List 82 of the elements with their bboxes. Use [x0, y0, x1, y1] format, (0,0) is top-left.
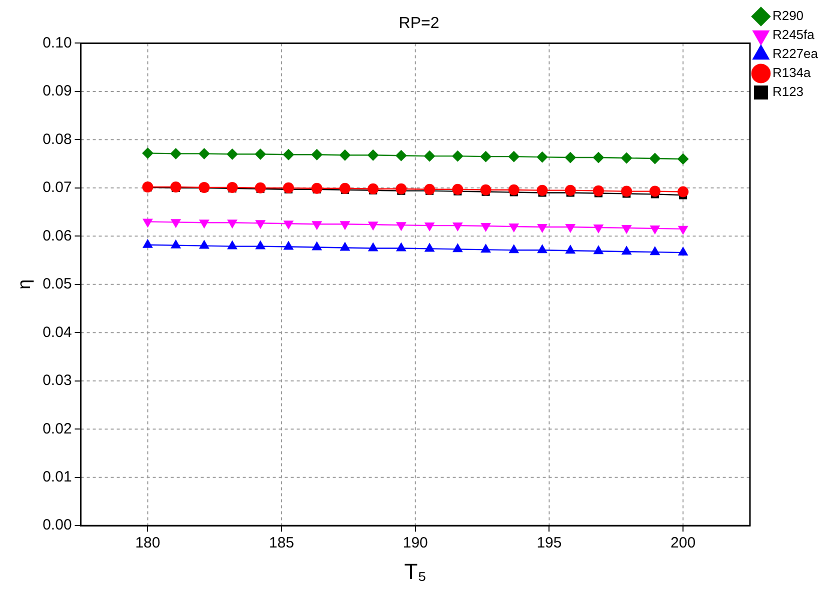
- point: [254, 148, 266, 160]
- point: [564, 152, 576, 164]
- y-tick-label: 0.07: [42, 179, 72, 196]
- point: [198, 148, 210, 160]
- y-tick-label: 0.01: [42, 468, 72, 486]
- x-tick-label: 185: [269, 534, 294, 552]
- point: [170, 181, 182, 192]
- chart-title: RP=2: [398, 15, 440, 32]
- point: [622, 246, 632, 255]
- x-tick-label: 190: [402, 534, 428, 552]
- legend-label: R290: [772, 8, 804, 24]
- point: [649, 152, 660, 164]
- point: [678, 153, 689, 164]
- point: [311, 149, 322, 160]
- legend-label: R134a: [772, 65, 812, 80]
- point: [452, 150, 464, 162]
- point: [396, 242, 406, 252]
- y-tick-label: 0.08: [42, 130, 72, 148]
- point: [368, 150, 379, 161]
- point: [368, 183, 379, 194]
- point: [424, 243, 434, 252]
- point: [566, 245, 576, 254]
- point: [592, 185, 604, 196]
- point: [508, 184, 520, 196]
- point: [226, 148, 238, 160]
- y-tick-label: 0.09: [42, 82, 72, 100]
- point: [424, 184, 436, 195]
- point: [170, 148, 182, 160]
- point: [312, 242, 322, 250]
- point: [142, 239, 153, 248]
- point: [480, 244, 491, 253]
- point: [396, 183, 407, 194]
- point: [480, 151, 492, 162]
- point: [678, 186, 689, 198]
- point: [142, 148, 154, 159]
- x-tick-label: 200: [670, 534, 696, 552]
- y-tick-label: 0.02: [42, 420, 72, 438]
- point: [284, 241, 294, 250]
- point: [592, 152, 604, 164]
- point: [339, 150, 350, 161]
- point: [649, 186, 660, 197]
- point: [396, 150, 407, 162]
- point: [452, 244, 462, 252]
- y-tick-label: 0.04: [42, 324, 72, 341]
- point: [256, 240, 266, 250]
- point: [340, 242, 350, 251]
- y-tick-label: 0.00: [42, 516, 72, 534]
- point: [199, 240, 210, 249]
- point: [594, 246, 604, 254]
- point: [536, 152, 548, 163]
- point: [480, 184, 492, 196]
- point: [226, 182, 238, 193]
- legend-label: R227ea: [772, 46, 819, 62]
- point: [508, 151, 520, 162]
- y-tick-label: 0.05: [42, 276, 72, 293]
- point: [254, 182, 266, 194]
- point: [227, 240, 238, 250]
- point: [283, 182, 294, 194]
- y-tick-label: 0.03: [42, 372, 72, 390]
- point: [424, 150, 436, 162]
- x-tick-label: 195: [536, 534, 562, 552]
- point: [564, 184, 576, 196]
- point: [650, 246, 660, 256]
- point: [537, 244, 548, 254]
- point: [311, 182, 322, 194]
- x-tick-label: 180: [135, 534, 160, 552]
- point: [621, 186, 632, 197]
- point: [452, 184, 464, 195]
- point: [678, 247, 688, 256]
- x-axis-title: T₅: [404, 558, 427, 584]
- point: [536, 184, 548, 196]
- point: [339, 182, 350, 194]
- y-tick-label: 0.06: [42, 227, 72, 244]
- y-tick-label: 0.10: [42, 34, 72, 52]
- y-axis-title: η: [14, 279, 34, 290]
- point: [621, 152, 632, 164]
- point: [509, 244, 519, 254]
- point: [368, 242, 378, 252]
- legend-label: R245fa: [772, 27, 816, 42]
- point: [283, 149, 294, 160]
- point: [170, 240, 181, 248]
- legend-label: R123: [772, 84, 804, 100]
